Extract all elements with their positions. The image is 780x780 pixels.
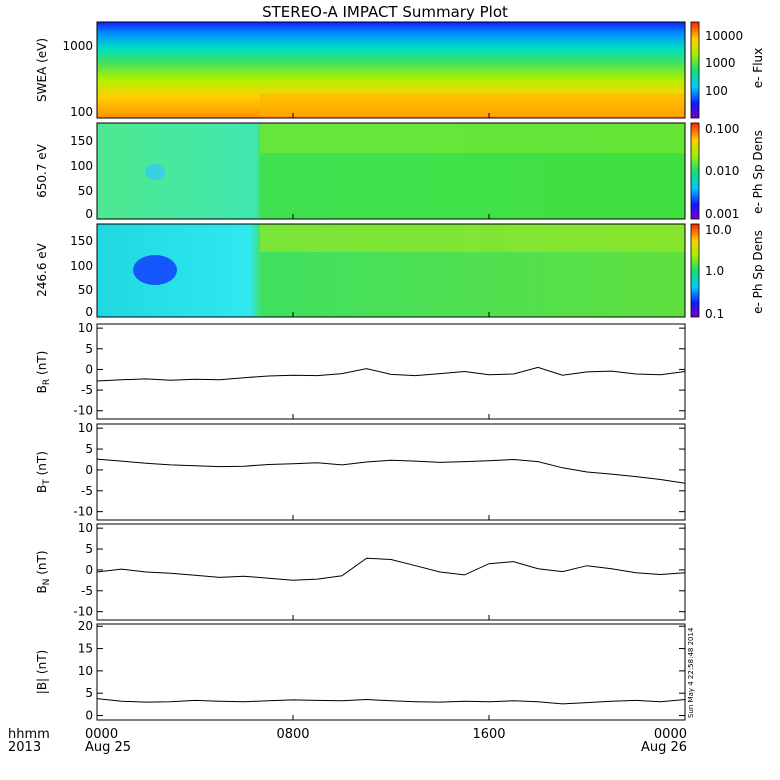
bt-frame [96, 423, 686, 521]
bn-ytick-label: 0 [85, 563, 93, 577]
bn-panel: BN (nT) [35, 523, 686, 621]
bn-ytick-label: -10 [73, 605, 93, 619]
pad650-ytick: 100 [70, 159, 93, 173]
pad650-cbar-label: e- Ph Sp Dens [751, 130, 765, 214]
pad650-ytick: 0 [85, 207, 93, 221]
bmag-ytick-label: 0 [85, 709, 93, 723]
pad246-frame [96, 223, 686, 318]
pad246-cbar-tick: 0.1 [705, 307, 724, 321]
br-ytick-label: 5 [85, 342, 93, 356]
br-ytick-label: 10 [78, 321, 93, 335]
br-ytick-label: 0 [85, 362, 93, 376]
x-tick-time: 0800 [276, 727, 309, 742]
bt-ytick-label: -10 [73, 505, 93, 519]
pad246-panel: 246.6 eV 150 100 50 0 10.0 1.0 0.1 e- Ph… [35, 223, 765, 321]
bt-series-line [96, 458, 686, 484]
br-ytick-label: -10 [73, 404, 93, 418]
pad246-ytick: 100 [70, 259, 93, 273]
bmag-frame [96, 623, 686, 721]
figure-title: STEREO-A IMPACT Summary Plot [262, 3, 508, 21]
pad650-ytick: 150 [70, 134, 93, 148]
pad246-ytick: 0 [85, 305, 93, 319]
bt-panel: BT (nT) [35, 423, 686, 521]
br-series-line [96, 366, 686, 382]
pad650-blob [145, 164, 165, 180]
bn-ytick-label: -5 [81, 584, 93, 598]
x-axis-year-label: 2013 [8, 740, 41, 755]
swea-ytick: 1000 [62, 39, 93, 53]
pad246-ytick: 150 [70, 234, 93, 248]
pad650-panel: 650.7 eV 150 100 50 0 0.100 0.010 0.001 … [35, 122, 765, 221]
bn-ytick-label: 5 [85, 542, 93, 556]
pad246-colorbar [690, 223, 700, 318]
swea-cbar-label: e- Flux [751, 48, 765, 88]
pad650-cbar-tick: 0.001 [705, 207, 739, 221]
bmag-ytick-label: 10 [78, 664, 93, 678]
pad246-upper-band [260, 224, 685, 252]
bmag-ytick-label: 15 [78, 642, 93, 656]
swea-cbar-tick: 1000 [705, 56, 736, 70]
pad650-cbar-tick: 0.100 [705, 122, 739, 136]
bmag-panel: |B| (nT) Sun May 4 22:58:48 2014 [35, 623, 695, 721]
br-ylabel: BR (nT) [35, 351, 52, 394]
bn-frame [96, 523, 686, 621]
pad650-ytick: 50 [78, 184, 93, 198]
swea-panel: SWEA (eV) 1000 100 10000 1000 100 e- Flu… [35, 21, 765, 119]
br-ytick-label: -5 [81, 383, 93, 397]
swea-ylabel: SWEA (eV) [35, 38, 49, 102]
swea-colorbar [690, 21, 700, 119]
pad246-cbar-tick: 10.0 [705, 223, 732, 237]
swea-frame [96, 21, 686, 119]
pad650-frame [96, 122, 686, 220]
pad650-colorbar [690, 122, 700, 220]
x-tick-time: 1600 [472, 727, 505, 742]
bmag-ytick-label: 5 [85, 686, 93, 700]
x-tick-time: 0000 [85, 727, 118, 742]
swea-ytick: 100 [70, 105, 93, 119]
x-axis-hhmm-label: hhmm [8, 727, 50, 742]
swea-cbar-tick: 10000 [705, 29, 743, 43]
bt-ylabel: BT (nT) [35, 451, 52, 493]
pad246-cbar-tick: 1.0 [705, 264, 724, 278]
x-tick-time: 0000 [654, 727, 687, 742]
pad246-ytick: 50 [78, 283, 93, 297]
pad650-cbar-tick: 0.010 [705, 164, 739, 178]
pad246-blob [133, 255, 177, 285]
bt-ytick-label: -5 [81, 484, 93, 498]
timestamp-stamp: Sun May 4 22:58:48 2014 [687, 627, 695, 718]
pad650-upper-band [260, 123, 685, 153]
x-tick-date: Aug 25 [85, 740, 131, 755]
x-tick-date: Aug 26 [641, 740, 687, 755]
bmag-ytick-label: 20 [78, 619, 93, 633]
bn-ylabel: BN (nT) [35, 550, 52, 593]
bt-ytick-label: 5 [85, 442, 93, 456]
pad246-cbar-label: e- Ph Sp Dens [751, 230, 765, 314]
bmag-series-line [96, 698, 686, 705]
swea-cbar-tick: 100 [705, 84, 728, 98]
bn-series-line [96, 557, 686, 581]
bmag-ylabel: |B| (nT) [35, 650, 49, 694]
bn-ytick-label: 10 [78, 521, 93, 535]
bt-ytick-label: 10 [78, 421, 93, 435]
pad246-ylabel: 246.6 eV [35, 242, 49, 297]
pad650-ylabel: 650.7 eV [35, 143, 49, 198]
bt-ytick-label: 0 [85, 463, 93, 477]
swea-late-orange-band [260, 94, 685, 116]
